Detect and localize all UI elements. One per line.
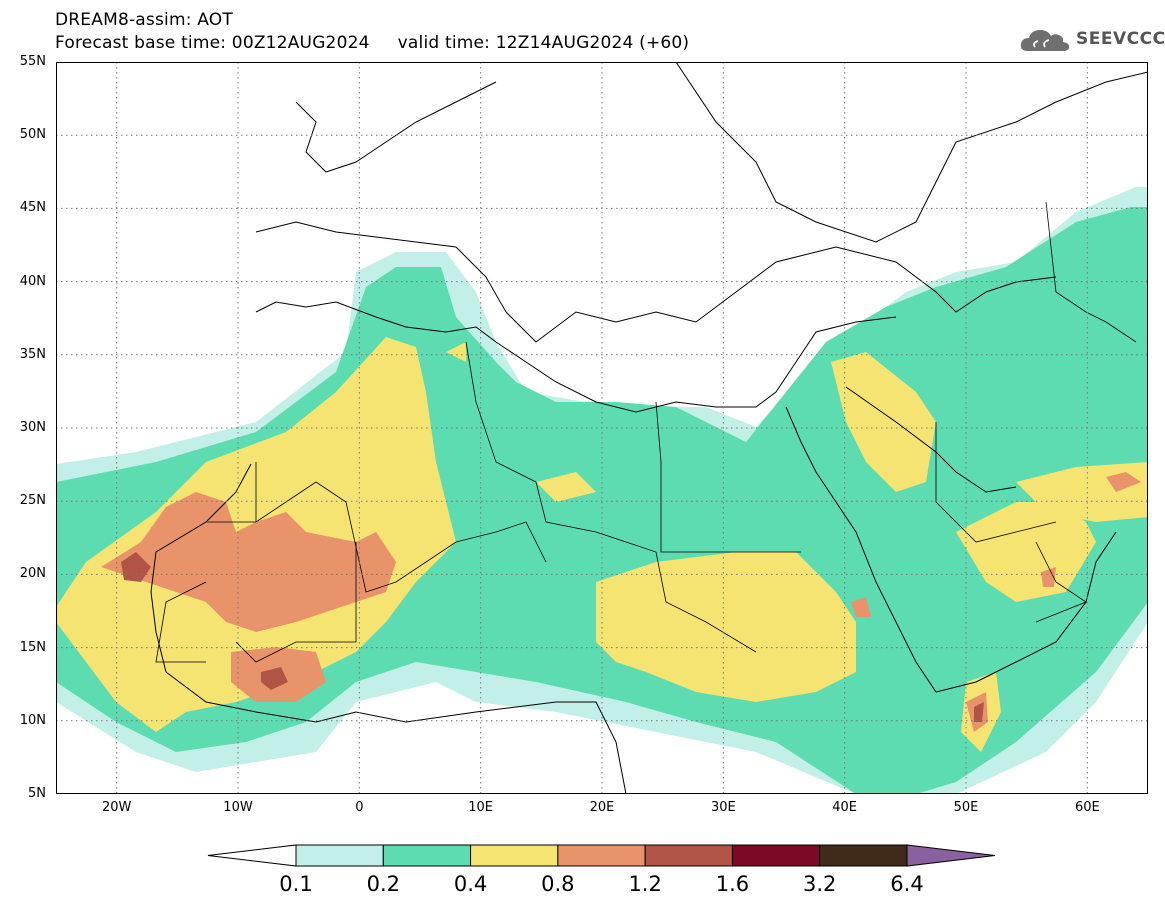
lat-label: 15N bbox=[19, 639, 46, 655]
colorbar-tick-label: 0.8 bbox=[541, 872, 575, 896]
colorbar-tick-label: 6.4 bbox=[890, 872, 924, 896]
lat-label: 55N bbox=[19, 54, 46, 69]
lat-label: 10N bbox=[19, 712, 46, 728]
colorbar-box bbox=[644, 844, 733, 867]
lat-label: 25N bbox=[19, 493, 46, 509]
lon-label: 60E bbox=[1074, 800, 1100, 815]
seevccc-logo: SEEVCCC bbox=[1018, 25, 1165, 55]
lat-label: 5N bbox=[28, 786, 46, 801]
lon-label: 10E bbox=[468, 800, 494, 815]
colorbar-box bbox=[819, 844, 908, 867]
lat-label: 30N bbox=[19, 420, 46, 435]
country-borders bbox=[155, 201, 1137, 663]
coastlines bbox=[150, 62, 1148, 794]
lon-label: 30E bbox=[710, 800, 736, 815]
cloud-icon bbox=[1020, 30, 1070, 51]
map-title: DREAM8-assim: AOT bbox=[55, 10, 233, 30]
lon-label: 0 bbox=[355, 800, 364, 815]
colorbar-tick-label: 1.2 bbox=[628, 872, 662, 896]
colorbar-box bbox=[731, 844, 821, 867]
colorbar-tick-label: 0.4 bbox=[453, 872, 488, 896]
lat-label: 45N bbox=[19, 200, 46, 216]
lon-label: 20W bbox=[101, 800, 132, 815]
lat-label: 40N bbox=[19, 273, 46, 289]
colorbar-tick-label: 0.2 bbox=[366, 872, 400, 896]
colorbar-box bbox=[557, 844, 646, 867]
graticule bbox=[56, 62, 1148, 794]
aot-layer-1.2 bbox=[121, 552, 984, 722]
lon-label: 50E bbox=[953, 800, 979, 815]
colorbar-tick-label: 3.2 bbox=[803, 872, 837, 896]
colorbar-high-arrow bbox=[906, 844, 996, 867]
colorbar-low-arrow bbox=[207, 844, 297, 867]
lon-label: 10W bbox=[223, 800, 253, 815]
lon-label: 20E bbox=[589, 800, 615, 815]
lat-label: 50N bbox=[19, 127, 46, 143]
lat-label: 35N bbox=[19, 346, 46, 362]
aot-map bbox=[56, 62, 1148, 794]
logo-text: SEEVCCC bbox=[1076, 29, 1165, 49]
lon-label: 40E bbox=[832, 800, 858, 815]
colorbar-box bbox=[295, 844, 384, 867]
forecast-times: Forecast base time: 00Z12AUG2024 valid t… bbox=[55, 33, 690, 53]
colorbar-tick-label: 0.1 bbox=[279, 872, 313, 896]
colorbar-box bbox=[382, 844, 472, 867]
lat-label: 20N bbox=[19, 566, 46, 582]
colorbar-box bbox=[470, 844, 559, 867]
colorbar-tick-label: 1.6 bbox=[715, 872, 750, 896]
